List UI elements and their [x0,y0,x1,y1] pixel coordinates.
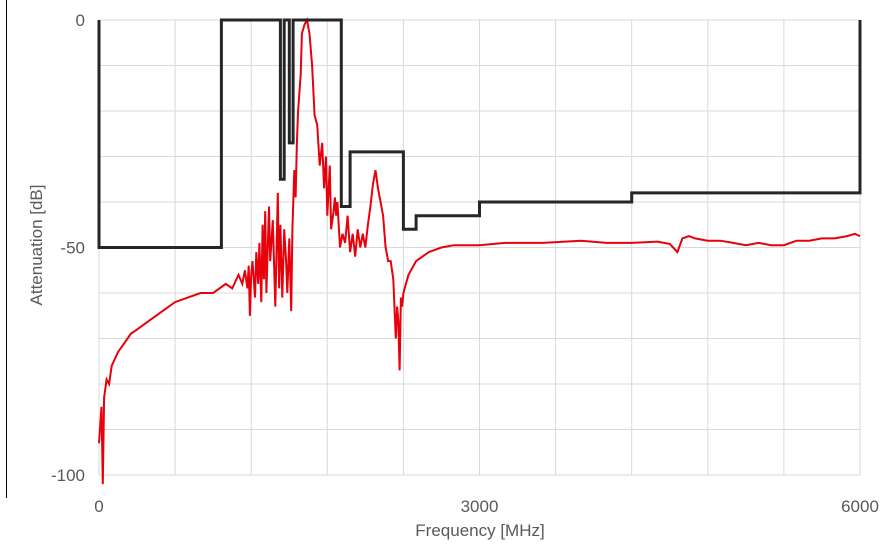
x-tick-label: 3000 [461,497,499,516]
series-lines [97,17,862,485]
limit-mask-line [97,18,862,249]
x-tick-label: 0 [94,497,103,516]
y-tick-label: -100 [51,466,85,485]
tick-labels: 0 3000 6000 0 -50 -100 [51,11,879,516]
left-edge-rule [6,0,7,498]
x-axis-title: Frequency [MHz] [415,521,544,540]
y-tick-label: -50 [60,239,85,258]
measured-attenuation-line [98,17,861,485]
y-tick-label: 0 [76,11,85,30]
x-tick-label: 6000 [841,497,879,516]
gridlines [98,19,861,476]
y-axis-title: Attenuation [dB] [27,185,46,306]
